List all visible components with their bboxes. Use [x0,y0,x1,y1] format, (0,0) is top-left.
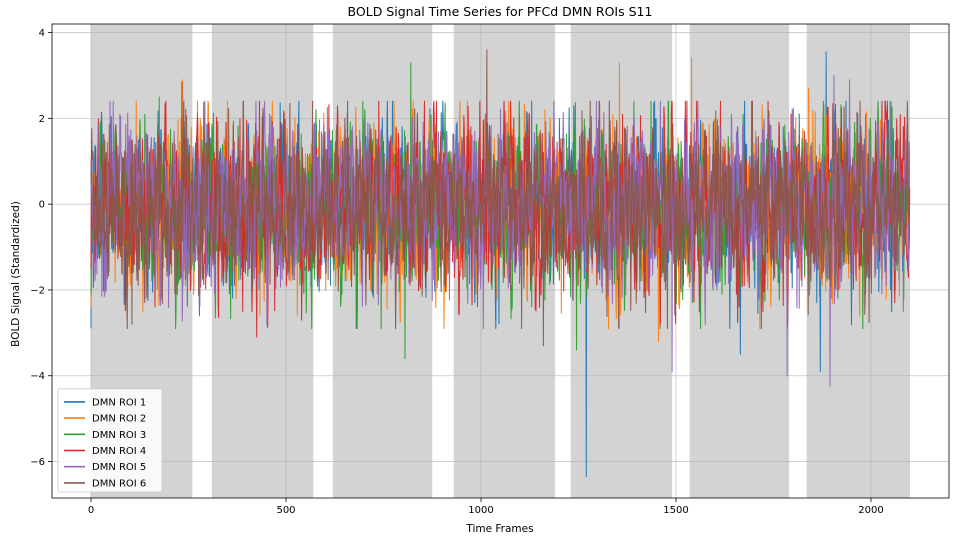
y-tick-label: 2 [39,114,45,125]
legend-label: DMN ROI 4 [92,446,146,457]
chart-title: BOLD Signal Time Series for PFCd DMN ROI… [348,4,653,19]
y-axis: 4 2 0 −2 −4 −6 [30,28,52,468]
legend-label: DMN ROI 3 [92,430,146,441]
y-tick-label: −2 [30,285,45,296]
legend-label: DMN ROI 1 [92,397,146,408]
plot-frame [51,23,950,499]
series-lines [90,49,911,478]
x-axis-label: Time Frames [465,523,533,535]
legend: DMN ROI 1 DMN ROI 2 DMN ROI 3 DMN ROI 4 DMN … [57,388,163,493]
x-tick-label: 0 [88,505,94,516]
y-tick-label: −6 [30,457,45,468]
x-tick-label: 1500 [663,505,688,516]
x-axis: 0 500 1000 1500 2000 [88,498,884,516]
y-tick-label: −4 [30,371,45,382]
series-line-6 [90,49,911,347]
legend-label: DMN ROI 5 [92,462,146,473]
y-tick-label: 0 [39,200,45,211]
x-tick-label: 1000 [468,505,493,516]
x-tick-label: 2000 [858,505,883,516]
y-axis-label: BOLD Signal (Standardized) [10,201,22,347]
legend-label: DMN ROI 2 [92,414,146,425]
x-tick-label: 500 [276,505,295,516]
plot-area [51,23,950,499]
legend-label: DMN ROI 6 [92,478,146,489]
y-tick-label: 4 [39,28,45,39]
